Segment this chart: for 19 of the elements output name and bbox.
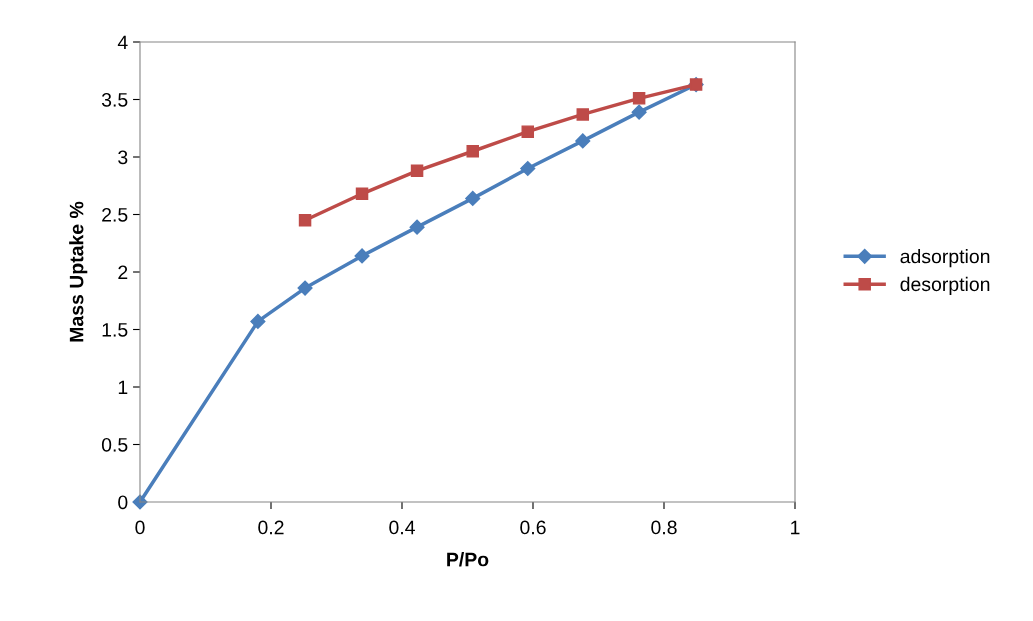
y-axis-title: Mass Uptake % (69, 201, 88, 342)
y-tick-label: 2.5 (102, 207, 128, 222)
y-tick-label: 3.5 (101, 92, 128, 107)
y-tick-label: 1 (118, 380, 128, 395)
x-axis-title: P/Po (447, 552, 489, 567)
x-tick-label: 0 (135, 520, 145, 535)
x-tick-label: 0.8 (651, 520, 677, 535)
y-tick-label: 0 (118, 495, 128, 510)
legend-label: adsorption (900, 249, 990, 268)
y-tick-label: 3 (118, 150, 128, 165)
y-tick-label: 0.5 (101, 437, 128, 452)
y-tick-label: 2 (118, 265, 128, 280)
x-tick-label: 0.4 (389, 520, 415, 535)
x-tick-label: 0.2 (258, 520, 284, 535)
y-tick-label: 4 (117, 35, 128, 50)
y-tick-label: 1.5 (102, 323, 128, 337)
legend-label: desorption (900, 276, 990, 295)
x-tick-label: 0.6 (520, 520, 546, 535)
x-tick-label: 1 (791, 520, 800, 535)
